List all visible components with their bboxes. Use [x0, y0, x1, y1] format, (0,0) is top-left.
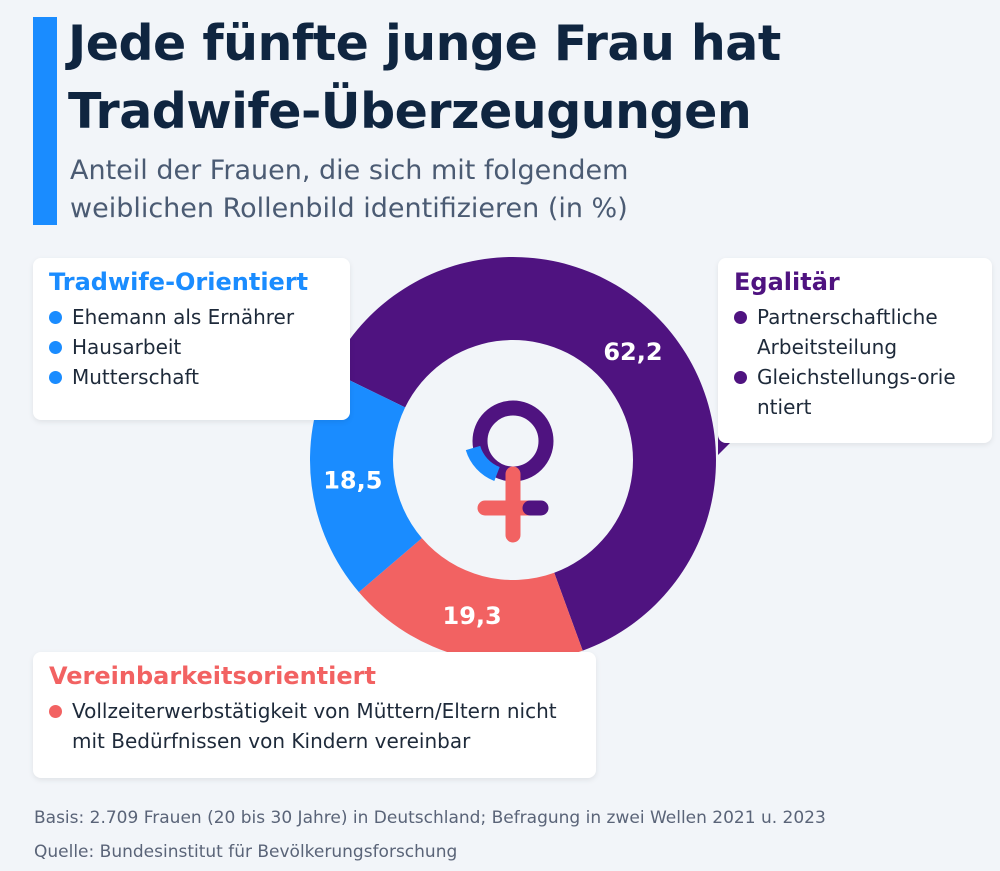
legend-egalitaer: Egalitär Partnerschaftliche Arbeitsteilu… — [718, 258, 992, 443]
legend-item: Vollzeiterwerbstätigkeit von Müttern/Elt… — [49, 696, 580, 756]
legend-item: Mutterschaft — [49, 362, 334, 392]
title-line-1: Jede fünfte junge Frau hat — [68, 15, 781, 72]
legend-tradwife-title: Tradwife-Orientiert — [49, 268, 309, 296]
legend-item: Gleichstellungs-orientiert — [734, 362, 976, 422]
title-line-2: Tradwife-Überzeugungen — [68, 83, 752, 140]
data-label: 19,3 — [443, 602, 502, 630]
legend-item: Hausarbeit — [49, 332, 334, 362]
chart-title: Jede fünfte junge Frau hat Tradwife-Überz… — [68, 10, 781, 146]
footer-source: Quelle: Bundesinstitut für Bevölkerungsf… — [34, 842, 458, 862]
legend-tradwife: Tradwife-Orientiert Ehemann als Ernährer… — [33, 258, 350, 420]
donut-slice — [358, 538, 583, 663]
data-label: 62,2 — [603, 338, 662, 366]
legend-item: Ehemann als Ernährer — [49, 302, 334, 332]
legend-item: Partnerschaftliche Arbeitsteilung — [734, 302, 976, 362]
subtitle-line-1: Anteil der Frauen, die sich mit folgende… — [70, 155, 629, 186]
bullet-icon — [734, 311, 747, 324]
bullet-icon — [49, 311, 62, 324]
bullet-icon — [49, 371, 62, 384]
legend-vereinbarkeit-title: Vereinbarkeitsorientiert — [49, 662, 376, 690]
legend-item-label: Gleichstellungs-orientiert — [757, 365, 956, 419]
data-label: 18,5 — [323, 467, 382, 495]
legend-item-label: Ehemann als Ernährer — [72, 305, 295, 329]
legend-item-label: Mutterschaft — [72, 365, 200, 389]
subtitle-line-2: weiblichen Rollenbild identifizieren (in… — [70, 193, 628, 224]
chart-subtitle: Anteil der Frauen, die sich mit folgende… — [70, 152, 628, 228]
footer-basis: Basis: 2.709 Frauen (20 bis 30 Jahre) in… — [34, 808, 826, 828]
legend-item-label: Hausarbeit — [72, 335, 182, 359]
bullet-icon — [49, 705, 62, 718]
legend-item-label: Partnerschaftliche Arbeitsteilung — [757, 305, 938, 359]
accent-bar — [33, 17, 57, 225]
female-symbol-icon — [465, 400, 554, 543]
bullet-icon — [734, 371, 747, 384]
donut-slice — [309, 371, 422, 593]
donut-slice — [330, 256, 716, 651]
legend-vereinbarkeit: Vereinbarkeitsorientiert Vollzeiterwerbs… — [33, 652, 596, 778]
bullet-icon — [49, 341, 62, 354]
legend-egalitaer-title: Egalitär — [734, 268, 840, 296]
legend-item-label: Vollzeiterwerbstätigkeit von Müttern/Elt… — [72, 699, 557, 753]
